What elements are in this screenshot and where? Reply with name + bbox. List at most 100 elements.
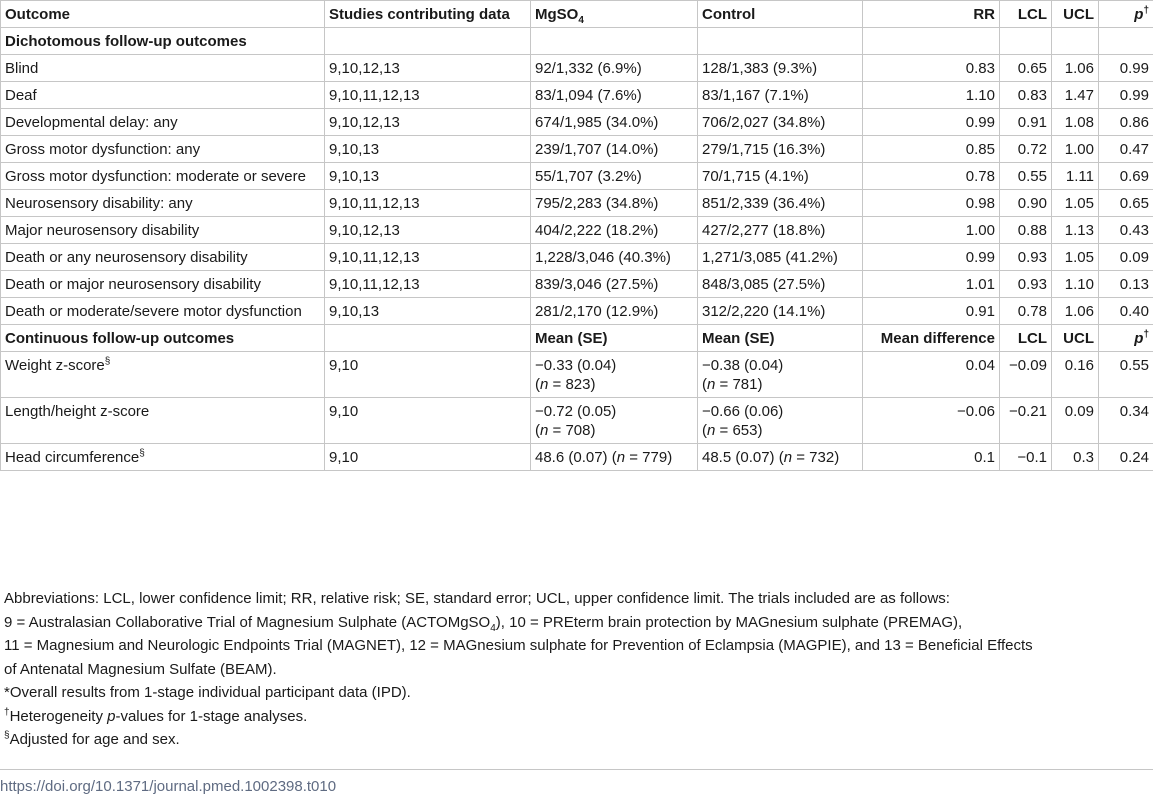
cell-control: 83/1,167 (7.1%) bbox=[697, 81, 863, 109]
cell-studies: 9,10,12,13 bbox=[324, 108, 531, 136]
cell-p: 0.09 bbox=[1098, 243, 1153, 271]
cell-outcome: Death or any neurosensory disability bbox=[0, 243, 325, 271]
cell-p: 0.43 bbox=[1098, 216, 1153, 244]
results-table: Outcome Studies contributing data MgSO4 … bbox=[0, 0, 1153, 471]
cell-mgso4: 281/2,170 (12.9%) bbox=[530, 297, 698, 325]
cell-outcome: Head circumference§ bbox=[0, 443, 325, 471]
cell-p: 0.99 bbox=[1098, 54, 1153, 82]
cell-studies: 9,10,13 bbox=[324, 297, 531, 325]
cell-control: 851/2,339 (36.4%) bbox=[697, 189, 863, 217]
table-row: Deaf 9,10,11,12,13 83/1,094 (7.6%) 83/1,… bbox=[0, 81, 1153, 109]
cell-ucl: 1.05 bbox=[1051, 189, 1099, 217]
cell-control: 706/2,027 (34.8%) bbox=[697, 108, 863, 136]
cell-control: 427/2,277 (18.8%) bbox=[697, 216, 863, 244]
header-row: Outcome Studies contributing data MgSO4 … bbox=[0, 0, 1153, 28]
cell-ucl: 1.06 bbox=[1051, 297, 1099, 325]
cell-ucl: 0.16 bbox=[1051, 351, 1099, 398]
footnote-trials-2: 11 = Magnesium and Neurologic Endpoints … bbox=[4, 637, 1033, 654]
cell-lcl: −0.09 bbox=[999, 351, 1052, 398]
cell-mgso4: 48.6 (0.07) (n = 779) bbox=[530, 443, 698, 471]
cell-rr: 1.01 bbox=[862, 270, 1000, 298]
table-row: Developmental delay: any 9,10,12,13 674/… bbox=[0, 108, 1153, 136]
cell-control: −0.38 (0.04) (n = 781) bbox=[697, 351, 863, 398]
cell-rr: 1.10 bbox=[862, 81, 1000, 109]
cell-outcome: Death or major neurosensory disability bbox=[0, 270, 325, 298]
cell-rr: 0.99 bbox=[862, 243, 1000, 271]
cell-lcl: −0.1 bbox=[999, 443, 1052, 471]
cell-studies: 9,10,12,13 bbox=[324, 216, 531, 244]
cell-control: 128/1,383 (9.3%) bbox=[697, 54, 863, 82]
cell-studies: 9,10,13 bbox=[324, 135, 531, 163]
cell-p: 0.99 bbox=[1098, 81, 1153, 109]
cell-rr: 0.99 bbox=[862, 108, 1000, 136]
cell-ucl: 1.00 bbox=[1051, 135, 1099, 163]
cell-mean-difference: 0.04 bbox=[862, 351, 1000, 398]
section-title: Continuous follow-up outcomes bbox=[0, 324, 325, 352]
header-mean-difference: Mean difference bbox=[862, 324, 1000, 352]
cell-lcl: 0.65 bbox=[999, 54, 1052, 82]
table-row: Neurosensory disability: any 9,10,11,12,… bbox=[0, 189, 1153, 217]
cell-ucl: 1.47 bbox=[1051, 81, 1099, 109]
cell-lcl: 0.88 bbox=[999, 216, 1052, 244]
cell-p: 0.40 bbox=[1098, 297, 1153, 325]
cell-control: 279/1,715 (16.3%) bbox=[697, 135, 863, 163]
cell-control: 848/3,085 (27.5%) bbox=[697, 270, 863, 298]
footnote-dagger: †Heterogeneity p-values for 1-stage anal… bbox=[4, 706, 308, 725]
cell-lcl: 0.83 bbox=[999, 81, 1052, 109]
footnote-abbreviations: Abbreviations: LCL, lower confidence lim… bbox=[4, 590, 950, 607]
cell-outcome: Developmental delay: any bbox=[0, 108, 325, 136]
cell-rr: 0.98 bbox=[862, 189, 1000, 217]
cell-studies: 9,10,13 bbox=[324, 162, 531, 190]
cell-mgso4: −0.33 (0.04) (n = 823) bbox=[530, 351, 698, 398]
header-p: p† bbox=[1098, 324, 1153, 352]
cell-rr: 0.91 bbox=[862, 297, 1000, 325]
cell-outcome: Length/height z-score bbox=[0, 397, 325, 444]
cell-lcl: 0.91 bbox=[999, 108, 1052, 136]
cell-ucl: 1.05 bbox=[1051, 243, 1099, 271]
header-mean-se-mgso4: Mean (SE) bbox=[530, 324, 698, 352]
header-mgso4: MgSO4 bbox=[530, 0, 698, 28]
cell-p: 0.34 bbox=[1098, 397, 1153, 444]
cell-studies: 9,10,11,12,13 bbox=[324, 189, 531, 217]
cell-outcome: Weight z-score§ bbox=[0, 351, 325, 398]
header-lcl: LCL bbox=[999, 0, 1052, 28]
table-row: Head circumference§ 9,10 48.6 (0.07) (n … bbox=[0, 443, 1153, 471]
cell-outcome: Death or moderate/severe motor dysfuncti… bbox=[0, 297, 325, 325]
cell-outcome: Gross motor dysfunction: moderate or sev… bbox=[0, 162, 325, 190]
table-row: Gross motor dysfunction: moderate or sev… bbox=[0, 162, 1153, 190]
cell-lcl: 0.93 bbox=[999, 243, 1052, 271]
cell-studies: 9,10,11,12,13 bbox=[324, 270, 531, 298]
cell-p: 0.86 bbox=[1098, 108, 1153, 136]
cell-ucl: 1.11 bbox=[1051, 162, 1099, 190]
table-row: Death or moderate/severe motor dysfuncti… bbox=[0, 297, 1153, 325]
section-row-continuous: Continuous follow-up outcomes Mean (SE) … bbox=[0, 324, 1153, 352]
table-row: Major neurosensory disability 9,10,12,13… bbox=[0, 216, 1153, 244]
header-mean-se-control: Mean (SE) bbox=[697, 324, 863, 352]
table-row: Death or major neurosensory disability 9… bbox=[0, 270, 1153, 298]
cell-ucl: 1.06 bbox=[1051, 54, 1099, 82]
footnote-trials-3: of Antenatal Magnesium Sulfate (BEAM). bbox=[4, 660, 277, 678]
cell-studies: 9,10,11,12,13 bbox=[324, 81, 531, 109]
cell-control: 312/2,220 (14.1%) bbox=[697, 297, 863, 325]
cell-control: −0.66 (0.06) (n = 653) bbox=[697, 397, 863, 444]
header-ucl: UCL bbox=[1051, 0, 1099, 28]
cell-mgso4: 92/1,332 (6.9%) bbox=[530, 54, 698, 82]
cell-mgso4: 839/3,046 (27.5%) bbox=[530, 270, 698, 298]
cell-outcome: Gross motor dysfunction: any bbox=[0, 135, 325, 163]
cell-mgso4: 674/1,985 (34.0%) bbox=[530, 108, 698, 136]
cell-p: 0.13 bbox=[1098, 270, 1153, 298]
cell-studies: 9,10,12,13 bbox=[324, 54, 531, 82]
doi-link[interactable]: https://doi.org/10.1371/journal.pmed.100… bbox=[0, 778, 337, 795]
cell-p: 0.24 bbox=[1098, 443, 1153, 471]
cell-lcl: 0.55 bbox=[999, 162, 1052, 190]
table-footnotes: Abbreviations: LCL, lower confidence lim… bbox=[4, 587, 1149, 752]
table-row: Blind 9,10,12,13 92/1,332 (6.9%) 128/1,3… bbox=[0, 54, 1153, 82]
footnote-star: *Overall results from 1-stage individual… bbox=[4, 684, 411, 701]
cell-studies: 9,10,11,12,13 bbox=[324, 243, 531, 271]
cell-ucl: 1.08 bbox=[1051, 108, 1099, 136]
cell-outcome: Blind bbox=[0, 54, 325, 82]
cell-studies: 9,10 bbox=[324, 351, 531, 398]
footnote-section: §Adjusted for age and sex. bbox=[4, 730, 180, 749]
table-row: Death or any neurosensory disability 9,1… bbox=[0, 243, 1153, 271]
